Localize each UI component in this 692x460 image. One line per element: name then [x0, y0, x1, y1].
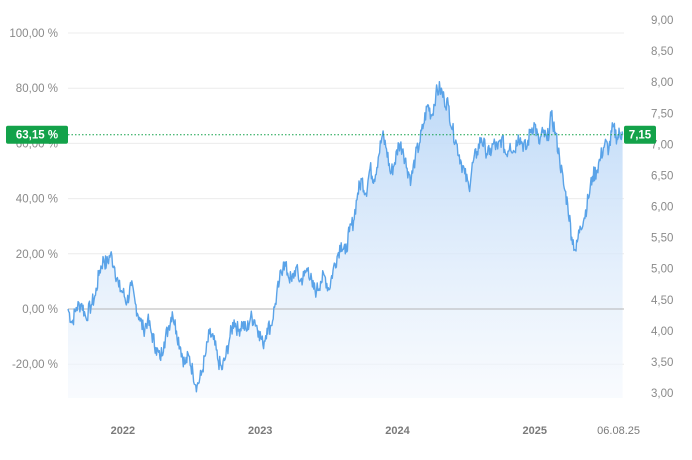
- current-price-label: 7,15: [629, 130, 652, 142]
- right-axis: 9,00 8,50 8,00 7,50 7,00 6,50 6,00 5,50 5,00 4,50…: [651, 15, 673, 400]
- left-tick-label: -20,00 %: [12, 359, 58, 371]
- current-price-badge: 7,15: [624, 125, 656, 144]
- x-tick-label: 2023: [248, 425, 272, 437]
- right-tick-label: 9,00: [651, 15, 673, 27]
- price-line: [67, 81, 624, 393]
- current-percent-label: 63,15 %: [16, 130, 58, 142]
- right-tick-label: 6,50: [651, 170, 673, 182]
- right-tick-label: 5,00: [651, 264, 673, 276]
- left-tick-label: 0,00 %: [22, 304, 58, 316]
- right-tick-label: 7,00: [651, 139, 673, 151]
- x-axis: 2022 2023 2024 2025 06.08.25: [111, 425, 640, 437]
- left-tick-label: 80,00 %: [16, 83, 58, 95]
- right-tick-label: 8,50: [651, 46, 673, 58]
- x-tick-label: 2024: [385, 425, 410, 437]
- x-last-date-label: 06.08.25: [597, 425, 640, 437]
- x-tick-label: 2022: [111, 425, 135, 437]
- right-tick-label: 5,50: [651, 233, 673, 245]
- current-percent-badge: 63,15 %: [6, 125, 68, 144]
- right-tick-label: 4,50: [651, 295, 673, 307]
- left-tick-label: 40,00 %: [16, 194, 58, 206]
- right-tick-label: 6,00: [651, 202, 673, 214]
- right-tick-label: 8,00: [651, 77, 673, 89]
- left-tick-label: 20,00 %: [16, 249, 58, 261]
- right-tick-label: 4,00: [651, 326, 673, 338]
- right-tick-label: 7,50: [651, 108, 673, 120]
- right-tick-label: 3,50: [651, 357, 673, 369]
- price-area: [68, 81, 623, 398]
- left-tick-label: 100,00 %: [9, 28, 58, 40]
- x-tick-label: 2025: [523, 425, 547, 437]
- right-tick-label: 3,00: [651, 388, 673, 400]
- left-axis: 100,00 %80,00 %60,00 %40,00 %20,00 %0,00…: [9, 28, 58, 371]
